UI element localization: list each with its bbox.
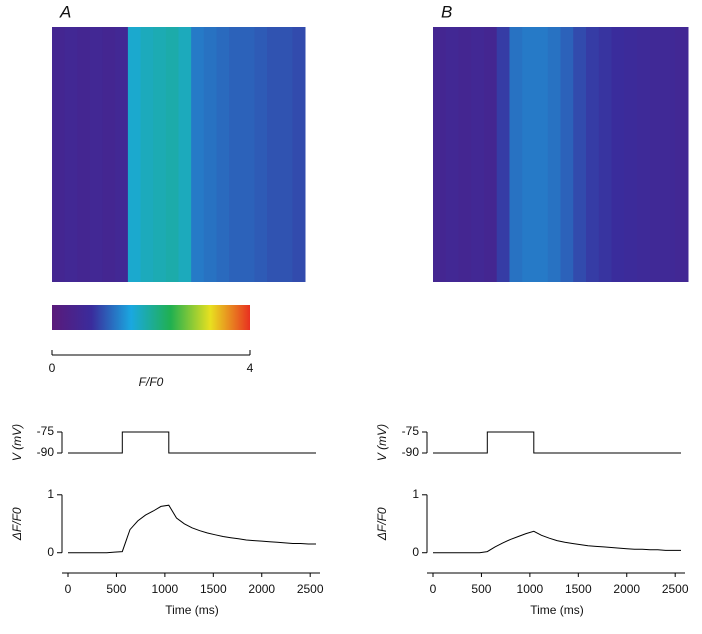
heatmap-column xyxy=(241,27,255,282)
x-axis-label: Time (ms) xyxy=(530,603,584,617)
heatmap-column xyxy=(586,27,600,282)
trace xyxy=(68,431,316,454)
y-tick-label: -90 xyxy=(402,445,420,459)
heatmap-column xyxy=(573,27,587,282)
panel-label: B xyxy=(441,2,452,21)
trace xyxy=(68,504,316,554)
heatmap-column xyxy=(203,27,217,282)
heatmap-column xyxy=(178,27,192,282)
heatmap-column xyxy=(522,27,536,282)
y-axis-label: V (mV) xyxy=(10,424,24,461)
heatmap-column xyxy=(153,27,167,282)
heatmap-column xyxy=(458,27,472,282)
heatmap-column xyxy=(165,27,179,282)
x-tick-label: 2500 xyxy=(297,582,324,596)
heatmap-column xyxy=(191,27,205,282)
heatmap-column xyxy=(535,27,549,282)
x-tick-label: 2500 xyxy=(662,582,689,596)
y-axis-label: ΔF/F0 xyxy=(10,507,24,541)
x-tick-label: 1500 xyxy=(565,582,592,596)
heatmap-column xyxy=(433,27,447,282)
x-tick-label: 500 xyxy=(471,582,491,596)
heatmap-column xyxy=(624,27,638,282)
heatmap-column xyxy=(662,27,676,282)
heatmap-column xyxy=(115,27,129,282)
heatmap-column xyxy=(229,27,243,282)
y-tick-label: -75 xyxy=(37,424,55,438)
x-tick-label: 500 xyxy=(106,582,126,596)
heatmap-column xyxy=(445,27,459,282)
colorbar xyxy=(52,305,250,330)
heatmap-column xyxy=(267,27,281,282)
y-tick-label: 0 xyxy=(47,545,54,559)
y-tick-label: 1 xyxy=(47,487,54,501)
heatmap-column xyxy=(77,27,91,282)
x-axis-label: Time (ms) xyxy=(165,603,219,617)
heatmap-column xyxy=(598,27,612,282)
x-tick-label: 1000 xyxy=(517,582,544,596)
heatmap-column xyxy=(52,27,66,282)
x-tick-label: 1000 xyxy=(152,582,179,596)
heatmap-column xyxy=(675,27,689,282)
x-tick-label: 2000 xyxy=(248,582,275,596)
y-axis-label: ΔF/F0 xyxy=(375,507,389,541)
heatmap-column xyxy=(471,27,485,282)
x-tick-label: 0 xyxy=(49,361,56,375)
heatmap-column xyxy=(102,27,116,282)
x-tick-label: 0 xyxy=(65,582,72,596)
heatmap-column xyxy=(509,27,523,282)
x-axis-label: F/F0 xyxy=(139,375,164,389)
panel-label: A xyxy=(59,2,71,21)
heatmap-column xyxy=(140,27,154,282)
heatmap-column xyxy=(216,27,230,282)
y-tick-label: 1 xyxy=(412,487,419,501)
heatmap-column xyxy=(547,27,561,282)
heatmap-column xyxy=(611,27,625,282)
heatmap-column xyxy=(292,27,306,282)
x-tick-label: 0 xyxy=(430,582,437,596)
heatmap-column xyxy=(484,27,498,282)
x-tick-label: 4 xyxy=(247,361,254,375)
heatmap-column xyxy=(89,27,104,282)
heatmap-column xyxy=(127,27,142,282)
x-tick-label: 2000 xyxy=(613,582,640,596)
heatmap-column xyxy=(254,27,268,282)
trace xyxy=(433,530,681,554)
heatmap-column xyxy=(64,27,78,282)
y-axis-label: V (mV) xyxy=(375,424,389,461)
heatmap-column xyxy=(649,27,663,282)
heatmap-column xyxy=(496,27,510,282)
y-tick-label: 0 xyxy=(412,545,419,559)
heatmap-column xyxy=(637,27,651,282)
trace xyxy=(433,431,681,454)
x-tick-label: 1500 xyxy=(200,582,227,596)
heatmap-column xyxy=(279,27,293,282)
heatmap-column xyxy=(560,27,574,282)
y-tick-label: -75 xyxy=(402,424,420,438)
y-tick-label: -90 xyxy=(37,445,55,459)
